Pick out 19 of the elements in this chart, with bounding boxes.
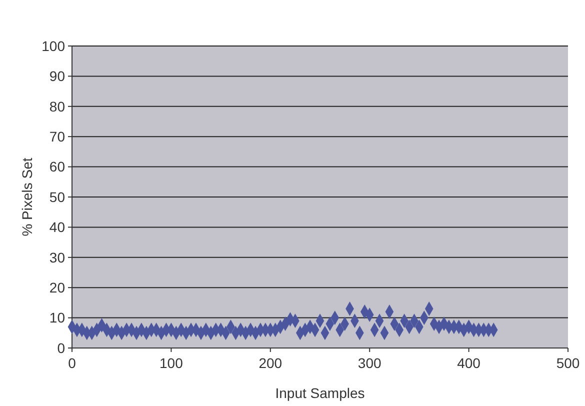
x-tick-label: 300: [358, 355, 382, 371]
y-tick-label: 50: [49, 188, 66, 205]
y-tick-label: 0: [57, 340, 66, 356]
y-tick-label: 70: [49, 128, 66, 144]
x-tick-label: 500: [556, 355, 580, 371]
y-tick-label: 10: [49, 310, 66, 326]
y-tick-label: 80: [49, 98, 66, 114]
y-tick-label: 90: [49, 68, 66, 84]
y-tick-label: 20: [49, 280, 66, 296]
x-tick-label: 100: [160, 355, 184, 371]
x-tick-label: 200: [258, 355, 282, 371]
x-tick-label: 0: [68, 355, 76, 371]
x-tick-label: 400: [457, 355, 481, 371]
y-tick-label: 40: [49, 219, 66, 236]
y-tick-label: 30: [49, 249, 66, 266]
x-axis-title: Input Samples: [275, 385, 365, 401]
y-axis-title: % Pixels Set: [19, 158, 35, 236]
y-tick-label: 60: [49, 158, 66, 175]
y-tick-label: 100: [42, 38, 66, 54]
